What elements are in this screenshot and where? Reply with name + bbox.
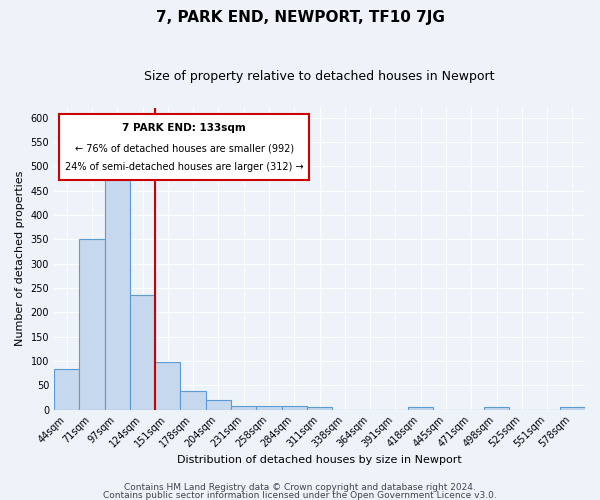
Bar bbox=[484, 407, 509, 410]
Text: 7, PARK END, NEWPORT, TF10 7JG: 7, PARK END, NEWPORT, TF10 7JG bbox=[155, 10, 445, 25]
Bar bbox=[79, 239, 104, 410]
X-axis label: Distribution of detached houses by size in Newport: Distribution of detached houses by size … bbox=[177, 455, 462, 465]
Bar bbox=[560, 407, 585, 410]
Bar bbox=[54, 369, 79, 410]
Bar bbox=[104, 177, 130, 410]
Bar bbox=[231, 406, 256, 409]
Bar bbox=[256, 406, 281, 409]
Bar bbox=[130, 295, 155, 410]
Bar bbox=[181, 391, 206, 409]
Bar bbox=[206, 400, 231, 409]
Text: Contains HM Land Registry data © Crown copyright and database right 2024.: Contains HM Land Registry data © Crown c… bbox=[124, 484, 476, 492]
Y-axis label: Number of detached properties: Number of detached properties bbox=[15, 171, 25, 346]
Bar bbox=[307, 407, 332, 410]
Bar bbox=[408, 407, 433, 410]
Text: Contains public sector information licensed under the Open Government Licence v3: Contains public sector information licen… bbox=[103, 490, 497, 500]
Title: Size of property relative to detached houses in Newport: Size of property relative to detached ho… bbox=[144, 70, 495, 83]
Bar bbox=[281, 406, 307, 409]
Bar bbox=[155, 362, 181, 410]
